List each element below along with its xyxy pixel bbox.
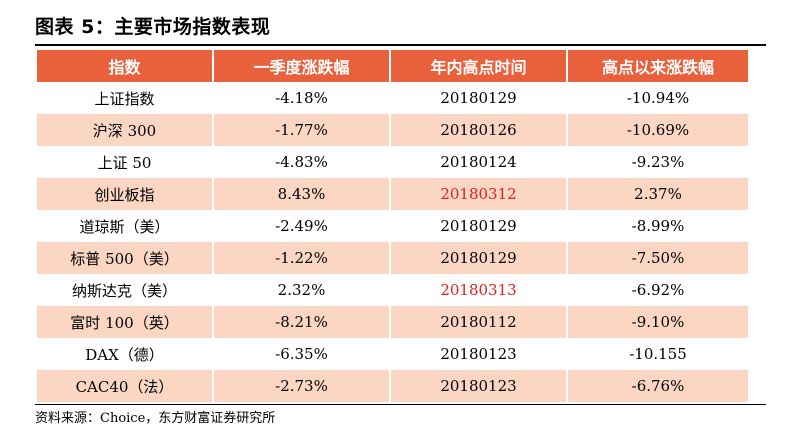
cell-index: 沪深 300 [37,114,214,146]
cell-index: 上证指数 [37,82,214,114]
cell-index: 道琼斯（美） [37,210,214,242]
source-note: 资料来源：Choice，东方财富证券研究所 [35,411,276,426]
cell-change-since-high: -7.50% [568,242,748,274]
cell-high-date: 20180126 [391,114,568,146]
cell-high-date: 20180313 [391,274,568,306]
cell-q1-change: 8.43% [214,178,391,210]
table-row: 上证指数 -4.18% 20180129 -10.94% [37,82,748,114]
cell-q1-change: -4.18% [214,82,391,114]
footer-divider [35,404,766,405]
cell-high-date: 20180112 [391,306,568,338]
table-body: 上证指数 -4.18% 20180129 -10.94% 沪深 300 -1.77% 201… [37,82,748,402]
cell-q1-change: -6.35% [214,338,391,370]
cell-change-since-high: 2.37% [568,178,748,210]
table-row: 道琼斯（美） -2.49% 20180129 -8.99% [37,210,748,242]
index-performance-table: 指数 一季度涨跌幅 年内高点时间 高点以来涨跌幅 上证指数 -4.18% 20180… [37,50,748,402]
cell-q1-change: -8.21% [214,306,391,338]
header-index: 指数 [37,50,214,82]
cell-index: 创业板指 [37,178,214,210]
cell-index: 富时 100（英） [37,306,214,338]
table-row: 上证 50 -4.83% 20180124 -9.23% [37,146,748,178]
cell-q1-change: -1.22% [214,242,391,274]
cell-index: DAX（德） [37,338,214,370]
cell-change-since-high: -10.69% [568,114,748,146]
cell-high-date: 20180123 [391,370,568,402]
header-high-date: 年内高点时间 [391,50,568,82]
cell-high-date: 20180129 [391,210,568,242]
cell-index: 纳斯达克（美） [37,274,214,306]
cell-q1-change: -2.49% [214,210,391,242]
header-q1-change: 一季度涨跌幅 [214,50,391,82]
table-row: 沪深 300 -1.77% 20180126 -10.69% [37,114,748,146]
table-header-row: 指数 一季度涨跌幅 年内高点时间 高点以来涨跌幅 [37,50,748,82]
cell-q1-change: -1.77% [214,114,391,146]
cell-change-since-high: -9.23% [631,153,685,171]
cell-index: 标普 500（美） [37,242,214,274]
figure-title: 图表 5：主要市场指数表现 [35,16,271,38]
title-divider [35,44,766,46]
cell-index: 上证 50 [37,146,214,178]
cell-change-since-high: -8.99% [631,217,685,235]
table-row: 纳斯达克（美） 2.32% 20180313 -6.92% [37,274,748,306]
header-change-since-high: 高点以来涨跌幅 [568,50,748,82]
cell-high-date: 20180124 [391,146,568,178]
table-row: 创业板指 8.43% 20180312 2.37% [37,178,748,210]
cell-high-date: 20180129 [391,82,568,114]
cell-index: CAC40（法） [37,370,214,402]
cell-change-since-high: -6.76% [568,370,748,402]
table-row: 富时 100（英） -8.21% 20180112 -9.10% [37,306,748,338]
cell-change-since-high: -10.155 [629,345,687,363]
cell-change-since-high: -6.92% [631,281,685,299]
cell-high-date: 20180123 [391,338,568,370]
cell-change-since-high: -10.94% [626,89,690,107]
cell-high-date: 20180129 [391,242,568,274]
table-row: CAC40（法） -2.73% 20180123 -6.76% [37,370,748,402]
cell-high-date: 20180312 [391,178,568,210]
table-row: 标普 500（美） -1.22% 20180129 -7.50% [37,242,748,274]
cell-q1-change: -2.73% [214,370,391,402]
cell-q1-change: 2.32% [214,274,391,306]
cell-change-since-high: -9.10% [568,306,748,338]
cell-q1-change: -4.83% [214,146,391,178]
table-row: DAX（德） -6.35% 20180123 -10.155 [37,338,748,370]
